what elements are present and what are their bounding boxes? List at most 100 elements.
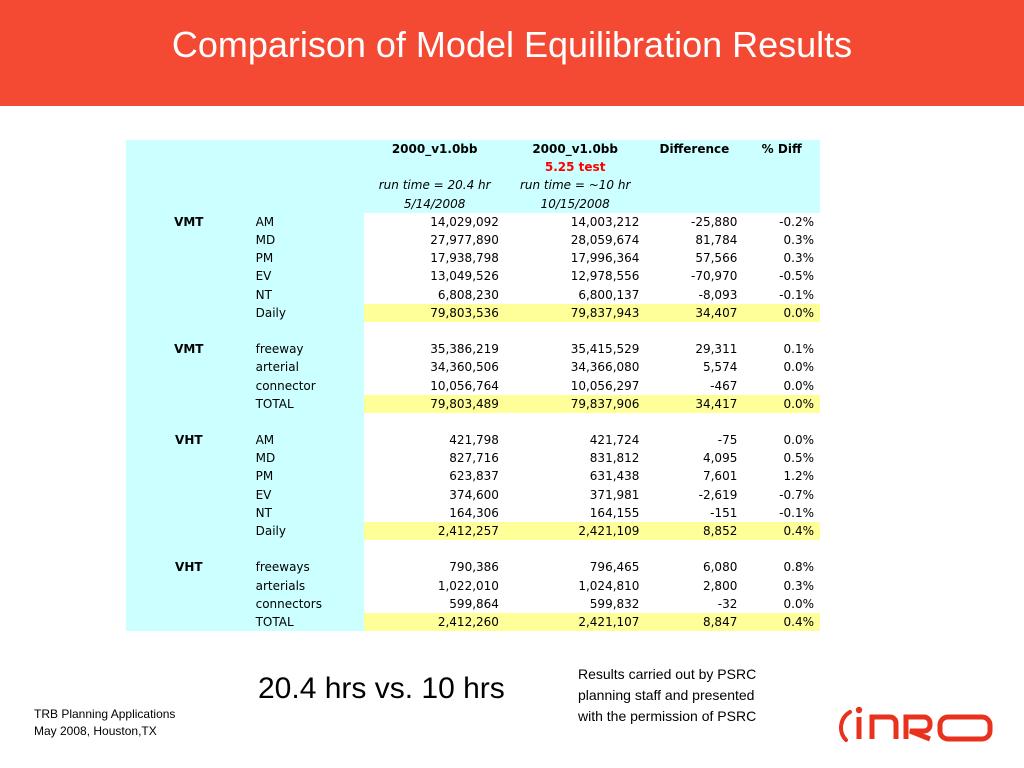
group-label: VHT — [126, 431, 252, 450]
value-run-b: 34,366,080 — [504, 358, 646, 377]
row-label: MD — [251, 449, 365, 468]
group-label — [126, 485, 252, 504]
table-row: arterials 1,022,010 1,024,810 2,800 0.3% — [126, 576, 820, 595]
spacer-row — [126, 321, 820, 341]
value-difference: 2,800 — [645, 576, 744, 595]
results-table: 2000_v1.0bb 2000_v1.0bb Difference % Dif… — [126, 140, 820, 632]
value-difference: 34,407 — [645, 303, 744, 322]
group-label: VMT — [126, 212, 252, 231]
table-row: PM 623,837 631,438 7,601 1.2% — [126, 467, 820, 486]
value-run-b: 371,981 — [504, 485, 646, 504]
value-difference: 6,080 — [645, 558, 744, 577]
value-difference: -75 — [645, 431, 744, 450]
value-pct-diff: 0.0% — [743, 431, 820, 450]
header-date-b: 10/15/2008 — [504, 194, 646, 213]
table-row: VMT AM 14,029,092 14,003,212 -25,880 -0.2% — [126, 212, 820, 231]
table-row: TOTAL 79,803,489 79,837,906 34,417 0.0% — [126, 394, 820, 413]
table-row: NT 164,306 164,155 -151 -0.1% — [126, 503, 820, 522]
value-run-a: 10,056,764 — [364, 376, 505, 395]
value-run-a: 421,798 — [364, 431, 505, 450]
value-run-a: 2,412,257 — [364, 521, 505, 541]
value-run-b: 10,056,297 — [504, 376, 646, 395]
table-row: Daily 79,803,536 79,837,943 34,407 0.0% — [126, 303, 820, 322]
table-row: arterial 34,360,506 34,366,080 5,574 0.0% — [126, 358, 820, 377]
value-run-b: 2,421,109 — [504, 521, 646, 541]
row-label: AM — [251, 431, 365, 450]
value-difference: -2,619 — [645, 485, 744, 504]
value-difference: 34,417 — [645, 394, 744, 413]
row-label: MD — [251, 230, 365, 250]
value-difference: 7,601 — [645, 467, 744, 486]
group-label: VHT — [126, 558, 252, 577]
value-pct-diff: 0.0% — [743, 394, 820, 413]
value-difference: 81,784 — [645, 230, 744, 250]
value-pct-diff: 0.3% — [743, 249, 820, 268]
value-run-a: 827,716 — [364, 449, 505, 468]
inro-logo — [838, 698, 998, 748]
row-label: connector — [251, 376, 365, 395]
value-run-b: 831,812 — [504, 449, 646, 468]
group-label — [126, 249, 252, 268]
value-difference: 4,095 — [645, 449, 744, 468]
value-run-a: 17,938,798 — [364, 249, 505, 268]
row-label: freeway — [251, 340, 365, 359]
value-pct-diff: 0.0% — [743, 358, 820, 377]
value-run-a: 164,306 — [364, 503, 505, 522]
value-run-b: 421,724 — [504, 431, 646, 450]
row-label: PM — [251, 249, 365, 268]
group-label — [126, 521, 252, 541]
value-run-a: 79,803,536 — [364, 303, 505, 322]
value-run-b: 17,996,364 — [504, 249, 646, 268]
value-run-b: 164,155 — [504, 503, 646, 522]
table-header-row-3: run time = 20.4 hr run time = ~10 hr — [126, 176, 820, 195]
value-run-a: 79,803,489 — [364, 394, 505, 413]
value-difference: 5,574 — [645, 358, 744, 377]
value-run-b: 28,059,674 — [504, 230, 646, 250]
value-run-b: 2,421,107 — [504, 612, 646, 632]
table-row: EV 374,600 371,981 -2,619 -0.7% — [126, 485, 820, 504]
value-run-b: 79,837,943 — [504, 303, 646, 322]
group-label — [126, 267, 252, 286]
value-pct-diff: 0.4% — [743, 612, 820, 632]
attribution-note: Results carried out by PSRC planning sta… — [578, 664, 808, 727]
group-label — [126, 576, 252, 595]
group-label — [126, 503, 252, 522]
value-run-b: 796,465 — [504, 558, 646, 577]
group-label — [126, 612, 252, 632]
value-pct-diff: 0.3% — [743, 230, 820, 250]
value-pct-diff: -0.5% — [743, 267, 820, 286]
group-label — [126, 394, 252, 413]
value-difference: 29,311 — [645, 340, 744, 359]
table-header-row-2: 5.25 test — [126, 158, 820, 177]
value-pct-diff: -0.7% — [743, 485, 820, 504]
value-run-a: 35,386,219 — [364, 340, 505, 359]
note-line: Results carried out by PSRC — [578, 666, 757, 682]
inro-logo-icon — [839, 706, 993, 742]
value-pct-diff: 0.0% — [743, 376, 820, 395]
value-pct-diff: 0.4% — [743, 521, 820, 541]
row-label: PM — [251, 467, 365, 486]
value-difference: -467 — [645, 376, 744, 395]
note-line: with the permission of PSRC — [578, 708, 757, 724]
value-pct-diff: 0.1% — [743, 340, 820, 359]
value-difference: -32 — [645, 594, 744, 613]
row-label: NT — [251, 285, 365, 304]
value-run-a: 374,600 — [364, 485, 505, 504]
group-label — [126, 376, 252, 395]
group-label — [126, 230, 252, 250]
value-difference: 8,847 — [645, 612, 744, 632]
group-label — [126, 303, 252, 322]
header-run-a: 2000_v1.0bb — [364, 140, 505, 159]
runtime-comparison-text: 20.4 hrs vs. 10 hrs — [258, 672, 505, 705]
group-label — [126, 358, 252, 377]
value-run-a: 599,864 — [364, 594, 505, 613]
value-run-b: 6,800,137 — [504, 285, 646, 304]
value-run-b: 12,978,556 — [504, 267, 646, 286]
header-pct-diff: % Diff — [743, 140, 820, 159]
table-row: VHT freeways 790,386 796,465 6,080 0.8% — [126, 558, 820, 577]
table-row: connector 10,056,764 10,056,297 -467 0.0% — [126, 376, 820, 395]
value-difference: 8,852 — [645, 521, 744, 541]
header-runtime-a: run time = 20.4 hr — [364, 176, 505, 195]
value-pct-diff: -0.1% — [743, 503, 820, 522]
row-label: Daily — [251, 521, 365, 541]
